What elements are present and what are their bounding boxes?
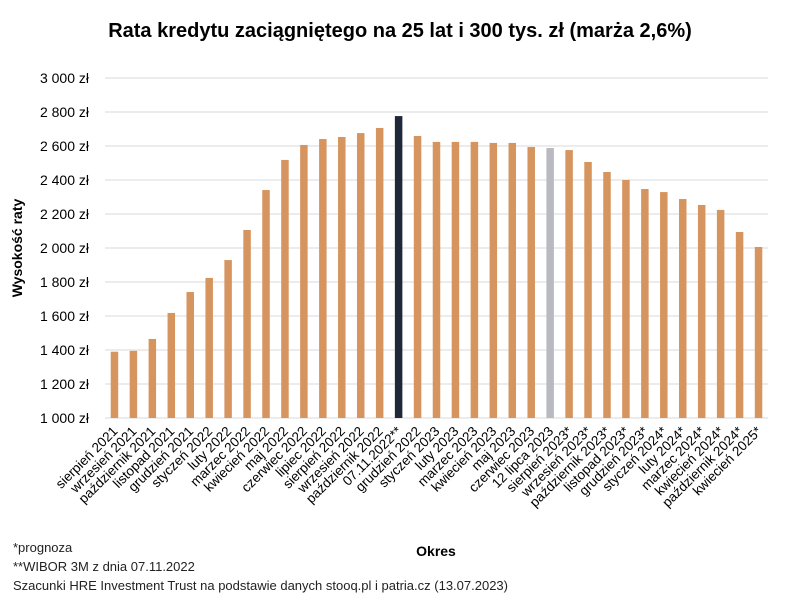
bar: [129, 350, 138, 418]
y-tick-label: 1 200 zł: [40, 376, 90, 392]
bar: [451, 141, 460, 419]
bar: [167, 312, 176, 418]
bar: [262, 190, 270, 418]
bar: [489, 142, 498, 418]
footnote-forecast: *prognoza: [13, 540, 73, 555]
bar: [641, 189, 649, 418]
bar: [584, 161, 592, 419]
bar: [319, 139, 327, 418]
bar: [338, 136, 346, 419]
y-axis-title: Wysokość raty: [9, 199, 25, 298]
bar: [735, 232, 744, 418]
y-tick-label: 1 600 zł: [40, 308, 90, 324]
bar: [565, 150, 573, 418]
bar: [205, 277, 213, 418]
bar: [603, 172, 611, 418]
bar: [413, 135, 422, 418]
y-tick-label: 3 000 zł: [40, 70, 90, 86]
bar: [508, 142, 517, 418]
y-tick-label: 1 800 zł: [40, 274, 90, 290]
bar: [224, 260, 232, 418]
y-tick-label: 2 000 zł: [40, 240, 90, 256]
y-tick-label: 2 800 zł: [40, 104, 90, 120]
bar: [716, 209, 725, 418]
bar: [622, 180, 630, 418]
y-tick-label: 2 400 zł: [40, 172, 90, 188]
x-axis-title: Okres: [416, 543, 456, 559]
y-tick-label: 2 600 zł: [40, 138, 90, 154]
bar: [110, 351, 119, 418]
bar: [527, 147, 535, 418]
bar: [356, 133, 365, 418]
bar: [679, 199, 687, 418]
bar: [281, 159, 289, 418]
y-tick-label: 1 000 zł: [40, 410, 90, 426]
y-tick-label: 2 200 zł: [40, 206, 90, 222]
bar: [186, 292, 194, 418]
bar: [300, 144, 308, 419]
bar: [394, 116, 403, 418]
bar: [697, 204, 706, 418]
footnote-wibor: **WIBOR 3M z dnia 07.11.2022: [13, 559, 195, 574]
bar: [754, 246, 763, 418]
bar: [660, 192, 668, 418]
chart-title: Rata kredytu zaciągniętego na 25 lat i 3…: [108, 20, 692, 42]
bar: [546, 148, 554, 419]
bar: [375, 127, 384, 418]
bar: [432, 141, 441, 419]
bar: [148, 338, 157, 418]
bar: [243, 229, 251, 418]
bar: [470, 141, 479, 419]
footnote-source: Szacunki HRE Investment Trust na podstaw…: [13, 578, 508, 593]
y-tick-label: 1 400 zł: [40, 342, 90, 358]
